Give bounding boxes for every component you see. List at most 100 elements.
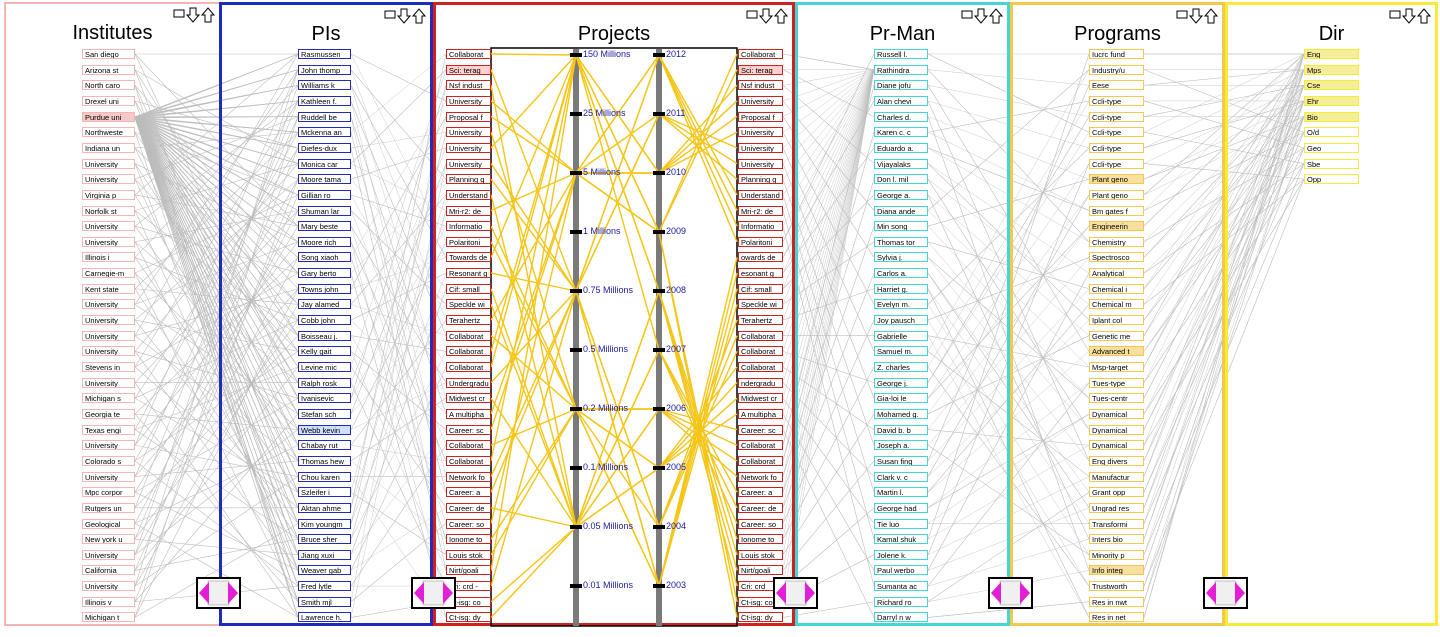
project-item-right[interactable]: Network fo [738,471,783,482]
arrow-up-icon[interactable] [1417,8,1431,24]
project-item-left[interactable]: University [446,127,491,138]
arrow-up-icon[interactable] [989,8,1003,24]
project-item-left[interactable]: Terahertz [446,315,491,326]
list-item[interactable]: Chemistry [1089,236,1144,247]
project-item-left[interactable]: Collaborat [446,330,491,341]
list-item[interactable]: Tie luo [874,518,928,529]
project-item-right[interactable]: Speckle wi [738,299,783,310]
list-item[interactable]: Richard ro [874,596,928,607]
list-item[interactable]: Ruddell be [298,111,351,122]
project-item-right[interactable]: Collaborat [738,330,783,341]
project-item-left[interactable]: Ionome to [446,534,491,545]
project-item-left[interactable]: Informatio [446,221,491,232]
project-item-left[interactable]: Collaborat [446,346,491,357]
list-item[interactable]: Ccli-type [1089,142,1144,153]
list-item[interactable]: Kamal shuk [874,534,928,545]
list-item[interactable]: Joy pausch [874,315,928,326]
list-item[interactable]: Don l. mil [874,174,928,185]
list-item[interactable]: Indiana un [82,142,135,153]
list-item[interactable]: Plant geno [1089,174,1144,185]
list-item[interactable]: Kathleen f. [298,95,351,106]
list-item[interactable]: University [82,315,135,326]
list-item[interactable]: Colorado s [82,455,135,466]
list-item[interactable]: Ralph rosk [298,377,351,388]
project-item-left[interactable]: Polaritoni [446,236,491,247]
list-item[interactable]: Trustworth [1089,581,1144,592]
project-item-right[interactable]: Collaborat [738,455,783,466]
project-item-left[interactable]: Collaborat [446,362,491,372]
project-item-right[interactable]: University [738,158,783,169]
project-item-left[interactable]: University [446,158,491,169]
list-item[interactable]: Ivanisevic [298,393,351,404]
arrow-up-icon[interactable] [412,8,426,24]
list-item[interactable]: Mps [1304,64,1359,75]
list-item[interactable]: Rathindra [874,64,928,75]
list-item[interactable]: Diefes-dux [298,142,351,153]
project-item-right[interactable]: Planning g [738,174,783,185]
list-item[interactable]: Manufactur [1089,471,1144,482]
minimize-icon[interactable] [961,8,973,20]
project-item-left[interactable]: University [446,95,491,106]
list-item[interactable]: Inters bio [1089,534,1144,545]
list-item[interactable]: Sumanta ac [874,581,928,592]
list-item[interactable]: Monica car [298,158,351,169]
panel-swap-handle[interactable] [411,577,456,609]
panel-swap-handle[interactable] [988,577,1033,609]
list-item[interactable]: Aktan ahme [298,502,351,513]
list-item[interactable]: O/d [1304,127,1359,138]
list-item[interactable]: Evelyn m. [874,299,928,310]
list-item[interactable]: Chemical i [1089,283,1144,294]
list-item[interactable]: Opp [1304,174,1359,185]
list-item[interactable]: University [82,174,135,185]
list-item[interactable]: Susan fing [874,455,928,466]
list-item[interactable]: Gabrielle [874,330,928,341]
project-item-left[interactable]: Collaborat [446,440,491,451]
project-item-right[interactable]: Nirt/goali [738,565,783,576]
list-item[interactable]: Eng divers [1089,455,1144,466]
list-item[interactable]: George a. [874,189,928,200]
list-item[interactable]: Tues-type [1089,377,1144,388]
project-item-right[interactable]: Collaborat [738,346,783,357]
list-item[interactable]: Michigan t [82,612,135,623]
project-item-right[interactable]: Informatio [738,221,783,232]
list-item[interactable]: Sylvia j. [874,252,928,263]
list-item[interactable]: Bm gates f [1089,205,1144,216]
list-item[interactable]: Dynamical [1089,440,1144,451]
list-item[interactable]: Stefan sch [298,408,351,419]
list-item[interactable]: University [82,330,135,341]
list-item[interactable]: Webb kevin [298,424,351,435]
list-item[interactable]: San diego [82,49,135,59]
project-item-right[interactable]: Ct-isg: dy [738,612,783,623]
list-item[interactable]: Plant geno [1089,189,1144,200]
list-item[interactable]: Diana ande [874,205,928,216]
list-item[interactable]: Lawrence h. [298,612,351,623]
list-item[interactable]: Song xiaoh [298,252,351,263]
project-item-right[interactable]: University [738,127,783,138]
list-item[interactable]: Purdue uni [82,111,135,122]
project-item-left[interactable]: Career: so [446,518,491,529]
list-item[interactable]: Dynamical [1089,424,1144,435]
project-item-left[interactable]: Career: sc [446,424,491,435]
panel-swap-handle[interactable] [1203,577,1248,609]
list-item[interactable]: Drexel uni [82,95,135,106]
project-item-left[interactable]: Speckle wi [446,299,491,310]
arrow-down-icon[interactable] [1189,8,1203,24]
minimize-icon[interactable] [384,8,396,20]
list-item[interactable]: Eese [1089,80,1144,91]
list-item[interactable]: Spectrosco [1089,252,1144,263]
list-item[interactable]: Moore rich [298,236,351,247]
project-item-right[interactable]: Career: a [738,487,783,498]
list-item[interactable]: Bruce sher [298,534,351,545]
list-item[interactable]: Chou karen [298,471,351,482]
list-item[interactable]: Bio [1304,111,1359,122]
arrow-up-icon[interactable] [1204,8,1218,24]
list-item[interactable]: Mckenna an [298,127,351,138]
list-item[interactable]: Jay alamed [298,299,351,310]
list-item[interactable]: University [82,549,135,560]
arrow-down-icon[interactable] [1402,8,1416,24]
list-item[interactable]: Moore tama [298,174,351,185]
list-item[interactable]: Genetic me [1089,330,1144,341]
project-item-right[interactable]: ndergradu [738,377,783,388]
list-item[interactable]: University [82,440,135,451]
list-item[interactable]: George had [874,502,928,513]
